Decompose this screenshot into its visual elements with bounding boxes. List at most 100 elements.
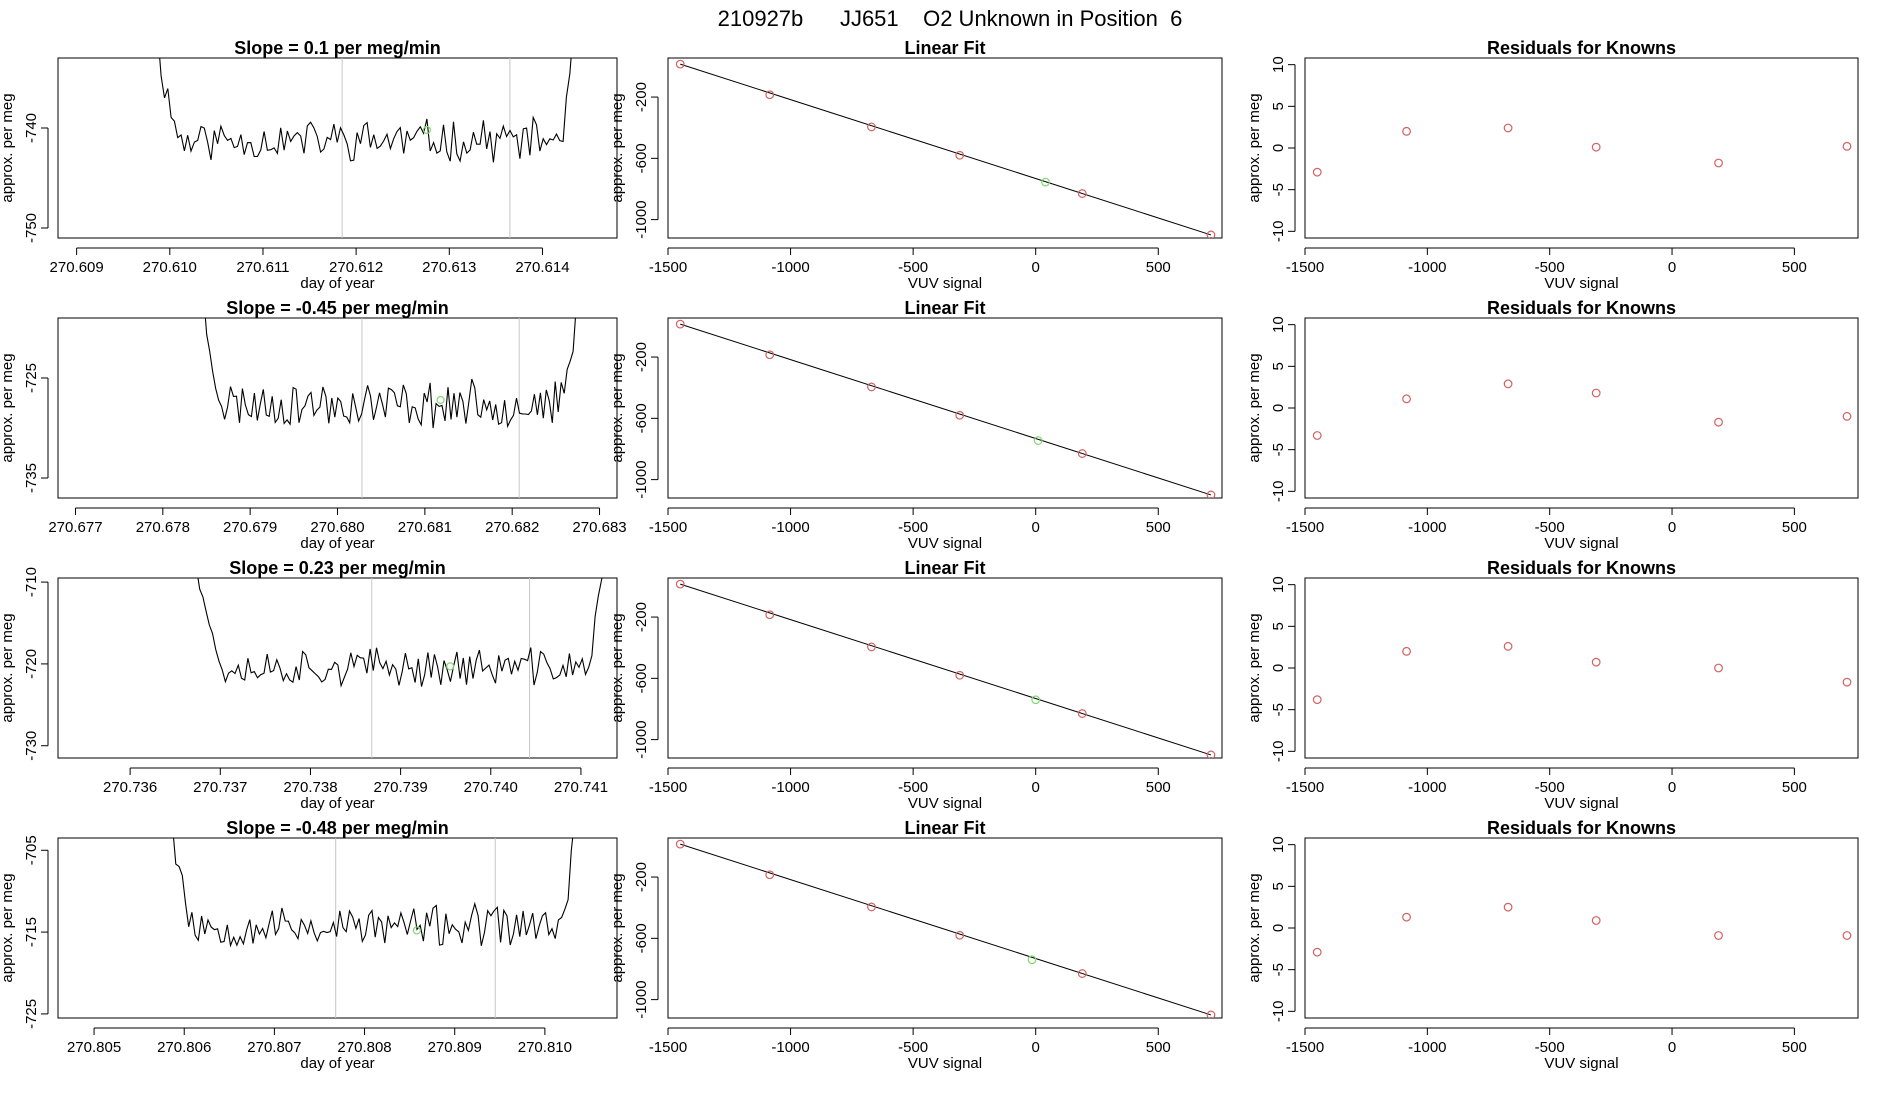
- panel-fit: Linear Fit -1500 -1000 -500 0 500 VUV signal -2…: [609, 818, 1223, 1072]
- x-tick-label: 270.677: [48, 519, 102, 536]
- data-layer: [1312, 123, 1852, 177]
- x-tick-label: 270.807: [247, 1039, 301, 1056]
- unknown-point: [1033, 436, 1043, 445]
- residual-point: [1503, 379, 1513, 389]
- plot-frame: [57, 57, 618, 239]
- residual-point: [1591, 916, 1601, 925]
- y-axis-label: approx. per meg: [609, 613, 626, 722]
- x-tick-label: 270.805: [67, 1039, 121, 1056]
- y-axis-label: approx. per meg: [0, 93, 16, 202]
- signal-trace: [204, 318, 576, 429]
- known-point: [1077, 969, 1087, 978]
- y-axis-label: approx. per meg: [1246, 93, 1263, 202]
- x-axis-label: VUV signal: [908, 275, 982, 292]
- y-tick-label: -1000: [633, 460, 650, 498]
- x-tick-label: 270.610: [143, 259, 197, 276]
- x-tick-label: 270.682: [485, 519, 539, 536]
- x-tick-label: -1500: [1286, 779, 1324, 796]
- known-point: [675, 579, 685, 589]
- x-tick-label: 500: [1146, 519, 1171, 536]
- residual-point: [1312, 947, 1322, 957]
- y-tick-label: -725: [23, 999, 40, 1029]
- unknown-marker: [422, 125, 432, 135]
- known-point: [1206, 230, 1216, 238]
- y-tick-label: 5: [1270, 622, 1287, 630]
- x-tick-label: -1500: [649, 519, 687, 536]
- y-tick-label: -750: [23, 213, 40, 243]
- residual-point: [1591, 142, 1601, 152]
- residual-point: [1714, 663, 1723, 673]
- residual-point: [1312, 431, 1322, 440]
- residual-point: [1402, 126, 1411, 136]
- y-tick-label: -200: [633, 862, 650, 892]
- y-tick-label: -10: [1270, 1000, 1287, 1022]
- y-axis-label: approx. per meg: [609, 873, 626, 982]
- y-tick-label: 10: [1270, 836, 1287, 853]
- data-layer: [675, 59, 1216, 238]
- known-point: [867, 902, 876, 912]
- residual-point: [1714, 931, 1723, 940]
- x-tick-label: 500: [1782, 519, 1807, 536]
- y-axis-label: approx. per meg: [0, 873, 16, 982]
- y-tick-label: -600: [633, 923, 650, 953]
- x-axis-label: day of year: [300, 535, 374, 552]
- x-tick-label: -1500: [649, 1039, 687, 1056]
- y-axis-label: approx. per meg: [1246, 873, 1263, 982]
- plot-frame: [57, 837, 618, 1019]
- panel-title: Slope = 0.1 per meg/min: [234, 38, 441, 58]
- fit-line: [680, 583, 1212, 756]
- data-layer: [204, 318, 576, 498]
- x-tick-label: 270.609: [50, 259, 104, 276]
- known-point: [1077, 709, 1087, 718]
- x-tick-label: 270.678: [136, 519, 190, 536]
- x-tick-label: 270.809: [428, 1039, 482, 1056]
- plot-frame: [1304, 57, 1859, 239]
- known-point: [1077, 189, 1087, 198]
- panel-timeseries: Slope = -0.48 per meg/min 270.805 270.806 2…: [0, 818, 618, 1072]
- x-tick-label: -1000: [771, 519, 809, 536]
- y-tick-label: -200: [633, 602, 650, 632]
- x-tick-label: 0: [1668, 259, 1676, 276]
- signal-trace: [197, 578, 603, 688]
- known-point: [675, 319, 685, 329]
- x-tick-label: 270.738: [283, 779, 337, 796]
- y-tick-label: -5: [1270, 183, 1287, 196]
- x-tick-label: 0: [1668, 519, 1676, 536]
- panel-residuals: Residuals for Knowns -1500 -1000 -500 0 500 VU…: [1246, 38, 1859, 292]
- x-tick-label: 0: [1668, 779, 1676, 796]
- data-layer: [159, 58, 572, 238]
- x-tick-label: 0: [1032, 779, 1040, 796]
- residual-point: [1842, 411, 1852, 421]
- y-tick-label: 10: [1270, 316, 1287, 333]
- x-tick-label: 270.740: [464, 779, 518, 796]
- panel-residuals: Residuals for Knowns -1500 -1000 -500 0 500 VU…: [1246, 818, 1859, 1072]
- signal-trace: [159, 58, 572, 163]
- x-tick-label: 270.613: [422, 259, 476, 276]
- y-axis-label: approx. per meg: [1246, 353, 1263, 462]
- known-point: [1077, 449, 1087, 458]
- y-tick-label: 5: [1270, 882, 1287, 890]
- x-tick-label: 500: [1782, 259, 1807, 276]
- panel-grid: Slope = 0.1 per meg/min 270.609 270.610 270…: [0, 38, 1859, 1072]
- panel-title: Slope = -0.45 per meg/min: [226, 298, 449, 318]
- panel-title: Slope = 0.23 per meg/min: [229, 558, 446, 578]
- known-point: [867, 382, 876, 392]
- residual-point: [1503, 902, 1513, 912]
- y-tick-label: -725: [23, 363, 40, 393]
- unknown-point: [1027, 955, 1037, 965]
- data-layer: [173, 838, 574, 1018]
- fit-line: [680, 323, 1212, 496]
- panel-title: Slope = -0.48 per meg/min: [226, 818, 449, 838]
- y-tick-label: 0: [1270, 404, 1287, 412]
- y-tick-label: 0: [1270, 664, 1287, 672]
- known-point: [675, 839, 685, 849]
- unknown-point: [1041, 177, 1050, 187]
- x-axis-label: VUV signal: [1544, 275, 1618, 292]
- plot-frame: [1304, 837, 1859, 1019]
- data-layer: [675, 839, 1216, 1018]
- data-layer: [675, 319, 1216, 498]
- x-tick-label: 270.680: [310, 519, 364, 536]
- x-tick-label: -1000: [1408, 519, 1446, 536]
- data-layer: [1312, 641, 1852, 705]
